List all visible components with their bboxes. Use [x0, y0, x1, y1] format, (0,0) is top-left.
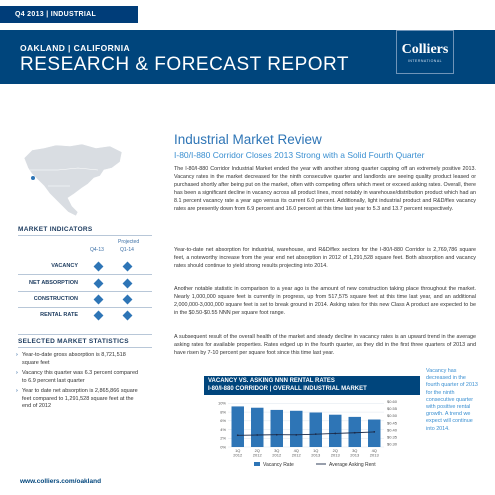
y2-axis-tick-label: $0.60	[387, 399, 398, 404]
body-paragraph: The I-80/I-880 Corridor Industrial Marke…	[174, 166, 476, 213]
x-axis-tick-label: 2012	[233, 453, 243, 458]
x-axis-tick-label: 1Q	[235, 448, 240, 453]
x-axis-tick-label: 2013	[350, 453, 360, 458]
body-paragraph: Another notable statistic in comparison …	[174, 286, 476, 317]
divider	[18, 307, 152, 308]
review-subtitle: I-80/I-880 Corridor Closes 2013 Strong w…	[174, 150, 425, 160]
y2-axis-tick-label: $0.55	[387, 406, 398, 411]
y2-axis-tick-label: $0.45	[387, 420, 398, 425]
divider	[18, 235, 152, 236]
vacancy-bar	[231, 406, 244, 447]
statistic-item: Vacancy this quarter was 6.3 percent com…	[16, 370, 142, 385]
map-landmass	[23, 143, 123, 217]
y-axis-tick-label: 4%	[220, 427, 226, 432]
asking-rent-point	[256, 434, 259, 436]
indicator-label-vacancy: VACANCY	[51, 263, 78, 269]
x-axis-tick-label: 3Q	[274, 448, 279, 453]
y-axis-tick-label: 2%	[220, 436, 226, 441]
chart-side-note: Vacancy has decreased in the fourth quar…	[426, 368, 478, 432]
body-paragraph: Year-to-date net absorption for industri…	[174, 247, 476, 270]
y2-axis-tick-label: $0.40	[387, 427, 398, 432]
chart-title: VACANCY VS. ASKING NNN RENTAL RATES	[208, 378, 335, 384]
asking-rent-point	[353, 431, 356, 434]
x-axis-tick-label: 2012	[272, 453, 282, 458]
indicator-label-rental-rate: RENTAL RATE	[40, 312, 78, 318]
divider	[18, 291, 152, 292]
market-statistics-title: SELECTED MARKET STATISTICS	[18, 338, 129, 345]
footer-url: www.colliers.com/oakland	[20, 478, 102, 485]
report-period-label: Q4 2013 | INDUSTRIAL	[0, 6, 138, 23]
top-strip: Q4 2013 | INDUSTRIAL	[0, 0, 495, 30]
trend-arrow-icon	[93, 310, 104, 321]
chart-header: VACANCY VS. ASKING NNN RENTAL RATES I-80…	[204, 376, 420, 395]
vacancy-bar	[270, 409, 283, 447]
asking-rent-line	[237, 431, 375, 436]
asking-rent-point	[236, 434, 239, 437]
north-america-map	[23, 143, 123, 217]
y-axis-tick-label: 10%	[218, 401, 226, 406]
x-axis-tick-label: 1Q	[313, 448, 318, 453]
column-header-q1-14: Q1-14	[120, 247, 134, 253]
logo-subtitle: INTERNATIONAL	[407, 59, 443, 63]
divider	[18, 334, 152, 335]
y-axis-tick-label: 6%	[220, 418, 226, 423]
x-axis-tick-label: 2012	[253, 453, 263, 458]
map-borders	[30, 167, 99, 187]
x-axis-tick-label: 2Q	[333, 448, 338, 453]
trend-arrow-icon	[122, 310, 133, 321]
x-axis-tick-label: 2012	[292, 453, 302, 458]
vacancy-bar	[329, 414, 342, 447]
oakland-location-marker	[31, 176, 35, 180]
y-axis-tick-label: 0%	[220, 444, 226, 449]
projected-label: Projected	[118, 239, 140, 245]
asking-rent-point	[373, 430, 376, 433]
vacancy-rent-chart: 10% 8% 6% 4% 2% 0% $0.60 $0.55 $0.50 $0.45 $0.40 $0…	[218, 399, 398, 468]
logo-wordmark: Colliers	[401, 42, 449, 57]
x-axis-tick-label: 3Q	[352, 448, 357, 453]
asking-rent-point	[314, 433, 317, 436]
statistic-item: Year-to-date gross absorption is 8,721,5…	[16, 352, 142, 367]
divider	[18, 347, 152, 348]
colliers-logo: Colliers INTERNATIONAL	[396, 30, 454, 74]
statistic-item: Year to date net absorption is 2,865,866…	[16, 388, 142, 411]
x-axis-tick-label: 2013	[370, 453, 380, 458]
trend-arrow-icon	[93, 278, 104, 289]
legend-label-vacancy: Vacancy Rate	[263, 462, 294, 468]
legend-label-rent: Average Asking Rent	[329, 462, 376, 468]
x-axis-tick-label: 2Q	[255, 448, 260, 453]
asking-rent-point	[295, 433, 298, 436]
legend-swatch-vacancy	[254, 462, 260, 466]
y2-axis-tick-label: $0.30	[387, 441, 398, 446]
x-axis-tick-label: 2013	[311, 453, 321, 458]
vacancy-bar	[251, 407, 264, 447]
column-header-q4-13: Q4-13	[90, 247, 104, 253]
asking-rent-point	[334, 432, 337, 435]
trend-arrow-icon	[122, 294, 133, 305]
review-title: Industrial Market Review	[174, 132, 322, 147]
trend-arrow-icon	[122, 278, 133, 289]
x-axis-tick-label: 4Q	[372, 448, 377, 453]
y2-axis-tick-label: $0.35	[387, 434, 398, 439]
vacancy-bar	[368, 419, 381, 447]
report-title: RESEARCH & FORECAST REPORT	[20, 54, 350, 75]
location-label: OAKLAND | CALIFORNIA	[20, 43, 131, 53]
trend-arrow-icon	[122, 261, 133, 272]
chart-subtitle: I-80/I-880 CORRIDOR | OVERALL INDUSTRIAL…	[208, 386, 367, 392]
asking-rent-point	[275, 433, 278, 436]
indicator-label-net-absorption: NET ABSORPTION	[29, 280, 78, 286]
trend-arrow-icon	[93, 261, 104, 272]
y2-axis-tick-label: $0.50	[387, 413, 398, 418]
divider	[18, 274, 152, 275]
y-axis-tick-label: 8%	[220, 409, 226, 414]
market-indicators-title: MARKET INDICATORS	[18, 226, 93, 233]
vacancy-bar	[290, 410, 303, 447]
x-axis-tick-label: 4Q	[294, 448, 299, 453]
trend-arrow-icon	[93, 294, 104, 305]
vacancy-bar	[309, 412, 322, 447]
body-paragraph: A subsequent result of the overall healt…	[174, 334, 476, 357]
x-axis-tick-label: 2013	[331, 453, 341, 458]
indicator-label-construction: CONSTRUCTION	[33, 296, 78, 302]
